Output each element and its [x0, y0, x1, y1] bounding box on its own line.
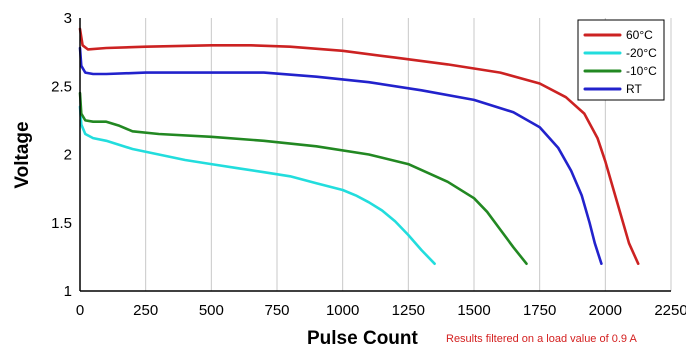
x-tick-labels: 0 250 500 750 1000 1250 1500 1750 2000 2250	[76, 302, 686, 319]
x-tick-label-9: 2250	[654, 302, 686, 319]
y-tick-label-3: 2.5	[51, 78, 72, 95]
y-tick-label-2: 2	[64, 147, 72, 164]
legend: 60°C -20°C -10°C RT	[577, 19, 665, 101]
x-axis-title: Pulse Count	[307, 328, 419, 349]
x-tick-label-3: 750	[264, 302, 289, 319]
x-tick-label-6: 1500	[457, 302, 490, 319]
plot-area	[80, 18, 671, 291]
series-line-0	[78, 27, 640, 266]
x-tick-label-0: 0	[76, 302, 84, 319]
series-line-2	[78, 91, 528, 266]
x-tick-label-7: 1750	[523, 302, 556, 319]
y-tick-label-1: 1.5	[51, 215, 72, 232]
series-line-1	[78, 105, 436, 266]
x-tick-label-2: 500	[199, 302, 224, 319]
x-tick-label-4: 1000	[326, 302, 359, 319]
y-tick-label-0: 1	[64, 283, 72, 300]
legend-label-0: 60°C	[626, 28, 653, 42]
y-tick-labels: 1 1.5 2 2.5 3	[51, 10, 72, 300]
x-tick-label-5: 1250	[392, 302, 425, 319]
legend-label-1: -20°C	[626, 46, 657, 60]
legend-label-2: -10°C	[626, 64, 657, 78]
series-line-3	[78, 46, 603, 266]
filter-note: Results filtered on a load value of 0.9 …	[446, 333, 637, 345]
legend-box	[577, 19, 665, 101]
x-tick-label-1: 250	[133, 302, 158, 319]
series-lines	[78, 27, 640, 266]
legend-label-3: RT	[626, 82, 642, 96]
y-axis-title: Voltage	[12, 121, 33, 188]
x-tick-label-8: 2000	[589, 302, 622, 319]
y-tick-label-4: 3	[64, 10, 72, 27]
